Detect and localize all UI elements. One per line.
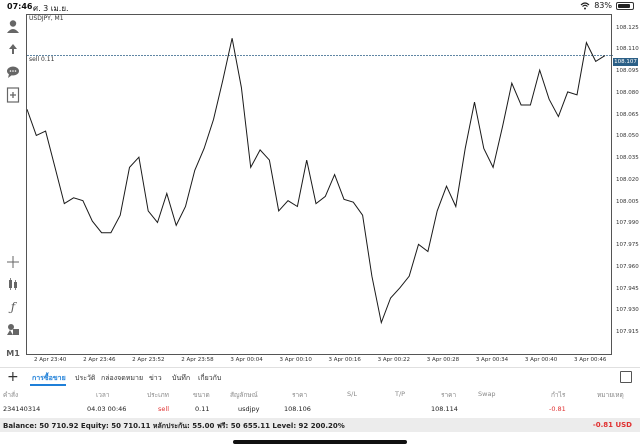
tab-news[interactable]: ข่าว — [149, 374, 162, 382]
col-profit: กำไร — [551, 391, 566, 399]
status-date: ศ. 3 เม.ย. — [33, 4, 69, 13]
time-tick-label: 2 Apr 23:40 — [34, 357, 67, 363]
order-time: 04.03 00:46 — [87, 405, 127, 413]
col-open-price: ราคา — [292, 391, 308, 399]
order-line-label: sell 0.11 — [29, 56, 55, 63]
col-comment: หมายเหตุ — [597, 391, 624, 399]
price-tick-label: 108.020 — [616, 176, 639, 183]
price-tick-label: 107.945 — [616, 285, 639, 292]
tab-journal[interactable]: บันทึก — [172, 374, 191, 382]
status-right: 83% — [580, 1, 634, 10]
col-time: เวลา — [96, 391, 110, 399]
order-symbol: usdjpy — [238, 405, 260, 413]
price-tick-label: 108.035 — [616, 155, 639, 162]
col-swap: Swap — [478, 390, 496, 398]
price-tick-label: 108.095 — [616, 68, 639, 75]
order-type: sell — [158, 405, 169, 413]
crosshair-icon[interactable] — [5, 254, 21, 270]
time-tick-label: 3 Apr 00:10 — [279, 357, 312, 363]
price-tick-label: 107.990 — [616, 220, 639, 227]
price-tick-label: 107.915 — [616, 329, 639, 336]
time-tick-label: 3 Apr 00:28 — [426, 357, 460, 363]
col-order: คำสั่ง — [3, 391, 19, 399]
indicators-icon[interactable]: ƒ — [10, 300, 16, 314]
expand-icon[interactable] — [620, 371, 632, 383]
tab-trade[interactable]: การซื้อขาย — [32, 374, 66, 382]
col-symbol: สัญลักษณ์ — [230, 391, 258, 399]
order-current-price: 108.114 — [431, 405, 458, 413]
price-tick-label: 108.005 — [616, 198, 639, 205]
col-sl: S/L — [347, 390, 357, 398]
chart-type-icon[interactable] — [5, 276, 21, 292]
time-tick-label: 3 Apr 00:22 — [377, 357, 410, 363]
home-indicator[interactable] — [233, 440, 407, 444]
price-tick-label: 107.930 — [616, 307, 639, 314]
trade-icon[interactable] — [5, 41, 21, 57]
col-current-price: ราคา — [441, 391, 457, 399]
tab-history[interactable]: ประวัติ — [75, 374, 96, 382]
left-toolbar: ƒ M1 — [0, 12, 26, 364]
price-tick-label: 107.975 — [616, 242, 639, 249]
active-tab-indicator — [30, 384, 66, 386]
objects-icon[interactable] — [5, 321, 21, 337]
col-type: ประเภท — [147, 391, 169, 399]
timeframe-icon[interactable]: M1 — [6, 348, 20, 358]
tab-about[interactable]: เกี่ยวกับ — [198, 374, 222, 382]
time-tick-label: 2 Apr 23:46 — [83, 357, 116, 363]
time-tick-label: 2 Apr 23:58 — [181, 357, 214, 363]
time-tick-label: 2 Apr 23:52 — [132, 357, 165, 363]
tab-mailbox[interactable]: กล่องจดหมาย — [101, 374, 144, 382]
time-axis: 2 Apr 23:40 2 Apr 23:46 2 Apr 23:52 2 Apr 2… — [26, 355, 612, 365]
account-icon[interactable] — [5, 18, 21, 34]
order-ticket: 234140314 — [3, 405, 41, 413]
chat-icon[interactable] — [5, 64, 21, 80]
terminal-tab-bar: + การซื้อขาย ประวัติ กล่องจดหมาย ข่าว บั… — [0, 367, 640, 387]
time-tick-label: 3 Apr 00:40 — [524, 357, 558, 363]
price-tick-label: 107.960 — [616, 263, 639, 270]
price-tick-label: 108.050 — [616, 133, 639, 140]
order-profit: -0.81 — [549, 405, 566, 413]
order-row[interactable]: 234140314 04.03 00:46 sell 0.11 usdjpy 1… — [0, 404, 640, 416]
balance-summary: Balance: 50 710.92 Equity: 50 710.11 หลั… — [3, 422, 345, 430]
battery-icon — [616, 1, 634, 10]
col-volume: ขนาด — [193, 391, 210, 399]
price-axis: 108.125 108.110 108.095 108.080 108.065 108.0… — [612, 14, 640, 355]
wifi-icon — [580, 1, 590, 9]
total-profit: -0.81 USD — [592, 421, 632, 429]
price-series-line — [27, 38, 606, 325]
time-tick-label: 3 Apr 00:34 — [475, 357, 509, 363]
order-open-price: 108.106 — [284, 405, 311, 413]
add-icon[interactable]: + — [7, 369, 19, 385]
time-tick-label: 3 Apr 00:46 — [574, 357, 607, 363]
col-tp: T/P — [395, 390, 406, 398]
time-tick-label: 3 Apr 00:04 — [230, 357, 263, 363]
status-bar: 07:46 ศ. 3 เม.ย. 83% — [0, 0, 640, 13]
orders-header: คำสั่ง เวลา ประเภท ขนาด สัญลักษณ์ ราคา S… — [0, 389, 640, 401]
battery-percent: 83% — [594, 1, 612, 10]
price-tick-label: 108.065 — [616, 111, 639, 118]
current-price-box: 108.107 — [613, 58, 638, 66]
balance-bar: Balance: 50 710.92 Equity: 50 710.11 หลั… — [0, 418, 640, 432]
price-chart[interactable] — [26, 14, 613, 355]
price-tick-label: 108.125 — [616, 24, 639, 31]
price-tick-label: 108.110 — [616, 46, 639, 53]
price-tick-label: 108.080 — [616, 89, 639, 96]
chart-canvas — [27, 38, 613, 325]
order-volume: 0.11 — [195, 405, 210, 413]
time-tick-label: 3 Apr 00:16 — [328, 357, 361, 363]
new-order-icon[interactable] — [5, 87, 21, 103]
chart-symbol: USDJPY, M1 — [29, 15, 64, 22]
status-time: 07:46 — [7, 2, 33, 11]
